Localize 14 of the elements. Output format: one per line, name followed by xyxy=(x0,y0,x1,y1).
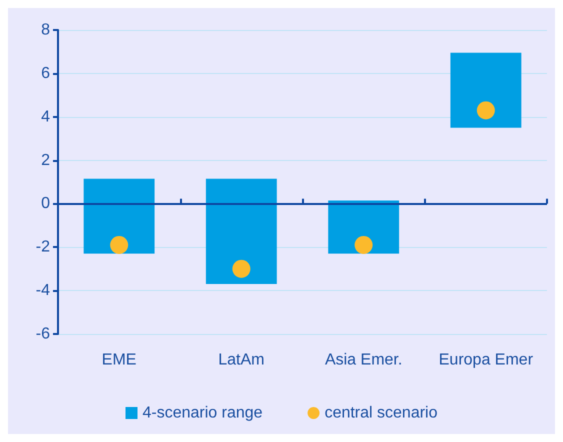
x-tick-label: Asia Emer. xyxy=(324,352,402,368)
x-tick-label: EME xyxy=(102,352,136,368)
y-tick-label: -4 xyxy=(36,282,50,300)
x-tick-label: Europa Emer xyxy=(438,352,534,368)
legend-label: central scenario xyxy=(324,404,438,422)
y-tick-label: 4 xyxy=(41,108,50,126)
y-tick-label: 0 xyxy=(41,195,50,212)
y-tick-label: -2 xyxy=(36,238,50,256)
y-tick-label: 6 xyxy=(41,64,50,82)
x-tick-label: LatAm xyxy=(218,352,264,368)
y-tick-label: 8 xyxy=(41,22,50,38)
y-tick-label: 2 xyxy=(41,152,50,169)
y-tick-label: -6 xyxy=(36,326,50,342)
legend-label: 4-scenario range xyxy=(142,404,263,422)
